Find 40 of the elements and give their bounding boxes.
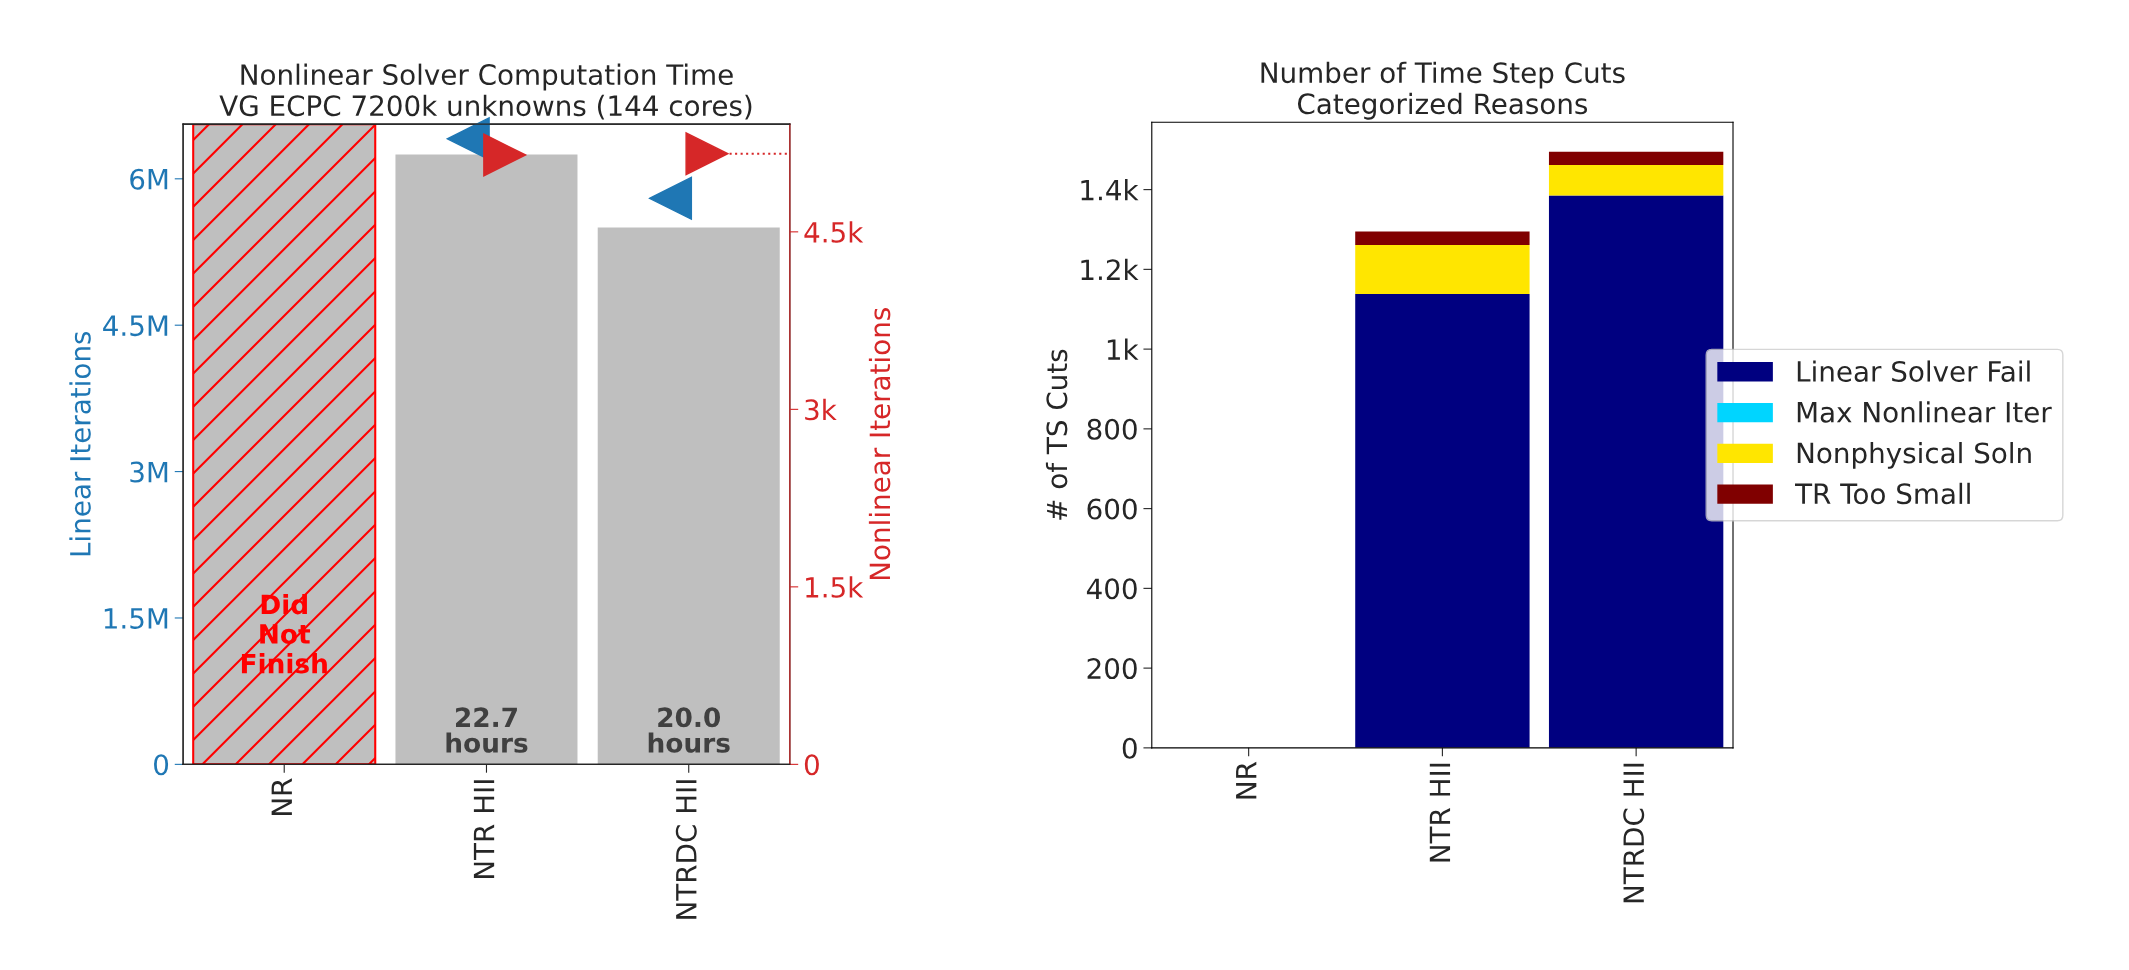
y-tick-label: 400 [1086,578,1137,600]
y-tick-label: 200 [1087,658,1137,680]
bar [1548,164,1724,196]
x-tick-label: NR [1236,761,1257,799]
chart-title: Nonlinear Solver Computation Time VG ECPC 7200k unknowns (144 cores) [219,63,752,120]
y-tick-label: 600 [1087,498,1137,520]
y-tick-label: 4.5M [103,315,168,337]
legend-label: TR Too Small [1795,482,1970,505]
y2-axis-title: Nonlinear Iterations [868,308,891,580]
x-tick-label: NTRDC HII [1623,763,1645,903]
y-tick-label: 800 [1087,418,1137,440]
y-tick-label: 6M [130,168,168,190]
x-tick-label: NR [271,778,292,815]
legend-label: Linear Solver Fail [1797,360,2030,382]
x-tick-label: NTR HII [1429,763,1451,862]
y-axis-title: Linear Iterations [69,331,91,556]
annotation: 22.7 hours [446,707,528,753]
bar [1548,151,1724,165]
bar [1355,231,1530,246]
y-tick-label: 0 [154,754,169,776]
chart-title: Number of Time Step Cuts Categorized Reasons [1261,61,1625,120]
y-tick-label: 1.4k [1081,179,1139,201]
y-tick-label: 0 [1122,737,1137,759]
legend-label: Max Nonlinear Iter [1797,401,2052,423]
y2-tick-label: 3k [805,398,837,421]
x-tick-label: NTRDC HII [675,780,697,919]
bar [1355,294,1530,748]
y-tick-label: 3M [130,461,168,483]
bar [1355,245,1530,295]
y-tick-label: 1k [1107,338,1139,360]
y-tick-label: 1.2k [1081,258,1139,280]
legend-label: Nonphysical Soln [1797,441,2031,469]
annotation: 20.0 hours [648,707,730,753]
y-tick-label: 1.5M [104,608,168,629]
y-axis-title: # of TS Cuts [1045,349,1068,520]
y2-tick-label: 4.5k [804,221,864,243]
y2-tick-label: 0 [804,754,819,776]
y2-tick-label: 1.5k [806,576,864,598]
x-tick-label: NTR HII [473,780,495,878]
bar [1548,195,1724,748]
